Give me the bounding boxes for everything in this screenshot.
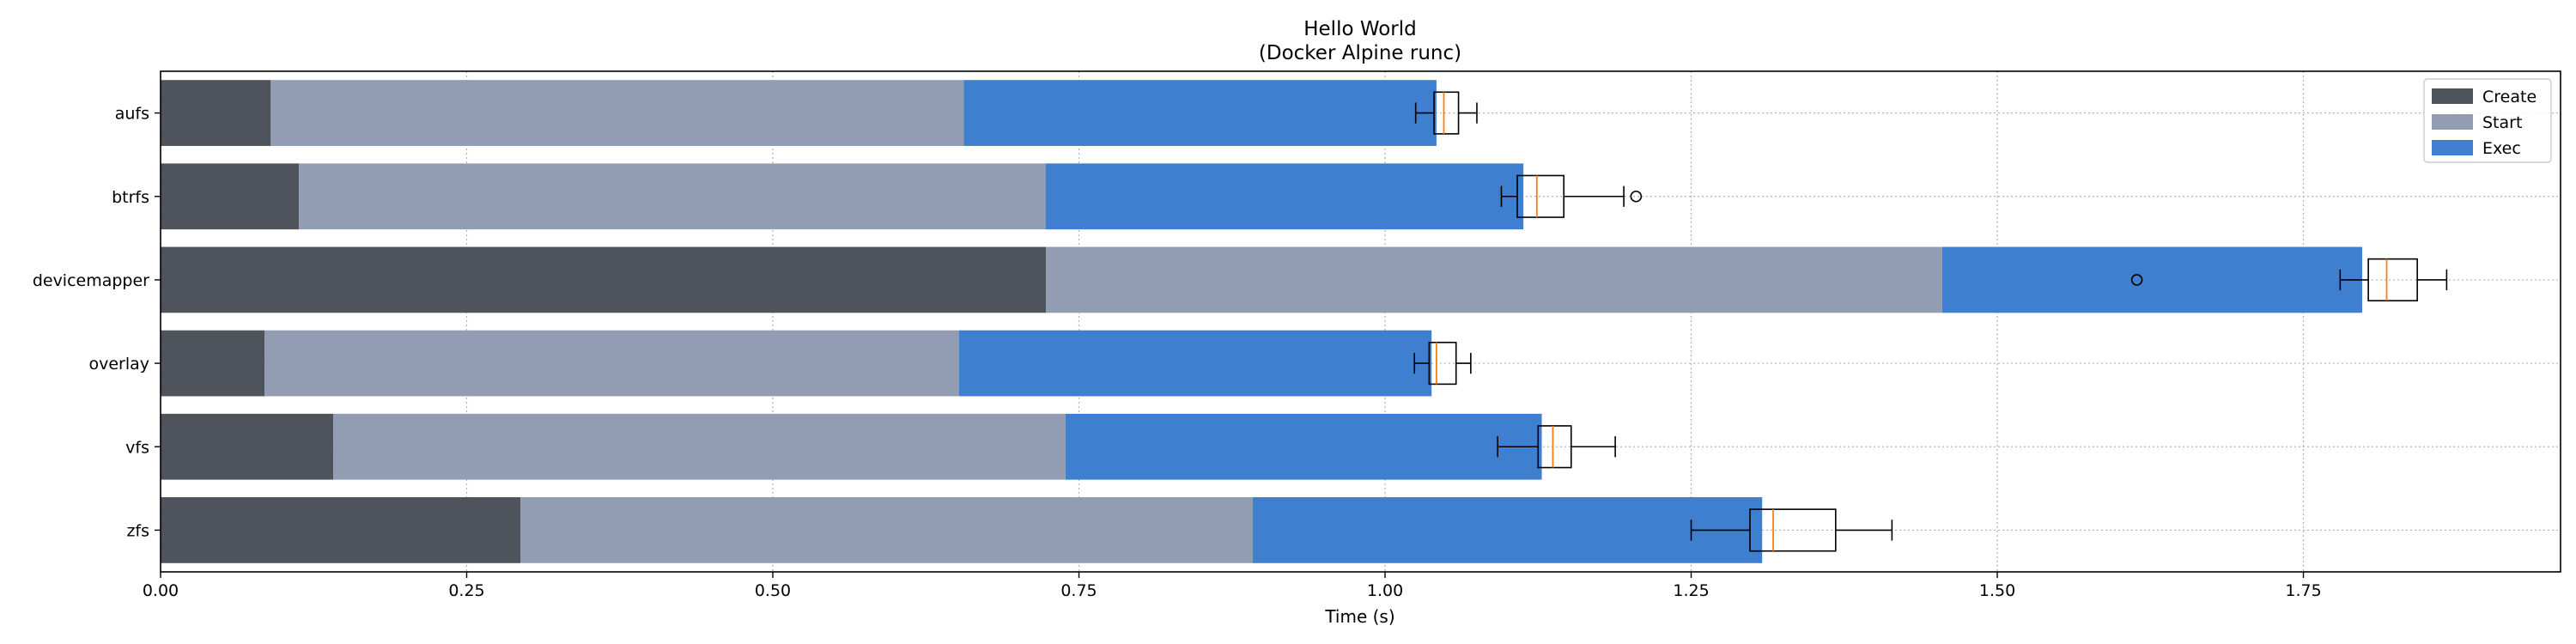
outlier-devicemapper <box>2130 274 2143 286</box>
box-devicemapper <box>2367 258 2418 302</box>
chart-subtitle: (Docker Alpine runc) <box>1259 42 1461 64</box>
y-tick-label-overlay: overlay <box>88 355 149 374</box>
y-axis: aufs btrfs devicemapper overlay vfs zfs <box>33 105 161 540</box>
bar-create-zfs <box>161 497 521 563</box>
bar-create-devicemapper <box>161 246 1047 313</box>
bar-exec-btrfs <box>1046 163 1524 230</box>
x-tick-label: 1.75 <box>2285 581 2321 600</box>
legend-swatch-start <box>2432 114 2473 130</box>
x-tick-label: 0.75 <box>1060 581 1097 600</box>
legend-swatch-exec <box>2432 140 2473 155</box>
legend-label-exec: Exec <box>2482 139 2521 158</box>
bar-exec-overlay <box>958 330 1432 397</box>
legend-label-create: Create <box>2482 88 2537 106</box>
y-tick-label-btrfs: btrfs <box>112 188 149 207</box>
x-tick-label: 0.50 <box>755 581 791 600</box>
legend-swatch-create <box>2432 88 2473 104</box>
bar-create-btrfs <box>161 163 300 230</box>
plot-frame <box>160 70 2561 573</box>
x-axis: 0.00 0.25 0.50 0.75 1.00 1.25 1.50 1.75 <box>143 572 2322 600</box>
bar-marks <box>161 80 2362 563</box>
bar-start-devicemapper <box>1046 246 1942 313</box>
bar-start-vfs <box>333 413 1066 480</box>
x-tick-label: 1.50 <box>1979 581 2015 600</box>
x-tick-label: 1.25 <box>1673 581 1709 600</box>
legend-label-start: Start <box>2482 113 2522 132</box>
x-axis-label: Time (s) <box>1324 606 1394 627</box>
x-tick-label: 1.00 <box>1367 581 1403 600</box>
bar-exec-aufs <box>963 80 1437 146</box>
box-zfs <box>1749 508 1837 552</box>
box-btrfs <box>1516 174 1565 218</box>
bar-create-aufs <box>161 80 271 146</box>
chart-title: Hello World <box>1303 18 1417 40</box>
y-tick-label-zfs: zfs <box>126 521 149 540</box>
bar-start-btrfs <box>299 163 1047 230</box>
x-tick-label: 0.00 <box>143 581 179 600</box>
y-tick-label-vfs: vfs <box>125 438 149 457</box>
x-tick-label: 0.25 <box>448 581 484 600</box>
bar-exec-devicemapper <box>1941 246 2362 313</box>
boxplot-marks <box>1413 91 2448 552</box>
bar-start-zfs <box>520 497 1254 563</box>
box-vfs <box>1537 425 1572 469</box>
y-tick-label-devicemapper: devicemapper <box>33 271 149 290</box>
box-overlay <box>1428 341 1457 386</box>
bar-exec-vfs <box>1065 413 1542 480</box>
legend: Create Start Exec <box>2423 78 2552 163</box>
bar-start-aufs <box>270 80 964 146</box>
outlier-btrfs <box>1630 190 1643 203</box>
bar-create-vfs <box>161 413 334 480</box>
bar-start-overlay <box>264 330 959 397</box>
y-tick-label-aufs: aufs <box>115 105 149 124</box>
bar-exec-zfs <box>1253 497 1763 563</box>
bar-create-overlay <box>161 330 265 397</box>
box-aufs <box>1433 91 1460 135</box>
